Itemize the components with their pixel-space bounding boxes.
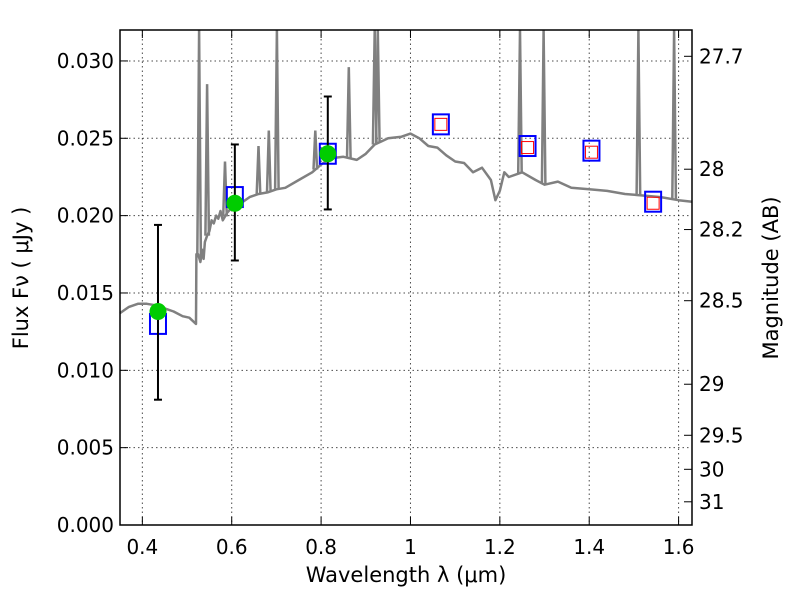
mag-tick-label: 29.5: [699, 423, 744, 447]
emission-line: [204, 84, 211, 236]
y-axis-label: Flux Fν ( μJy ): [9, 207, 33, 350]
emission-line: [265, 130, 272, 193]
y-tick-label: 0.010: [57, 358, 114, 382]
emission-line: [345, 67, 352, 159]
mag-tick-label: 30: [699, 457, 724, 481]
x-tick-label: 1.2: [484, 535, 516, 559]
mag-tick-label: 28.2: [699, 218, 744, 242]
mag-tick-label: 28.5: [699, 289, 744, 313]
predicted-flux-square: [434, 117, 448, 131]
x-tick-label: 1.6: [663, 535, 695, 559]
y-tick-label: 0.000: [57, 513, 114, 537]
emission-line: [635, 29, 642, 196]
y-tick-label: 0.020: [57, 204, 114, 228]
mag-tick-label: 28: [699, 157, 724, 181]
x-tick-label: 0.8: [305, 535, 337, 559]
predicted-flux-square: [584, 145, 598, 159]
plot-frame: [119, 29, 693, 526]
x-tick-label: 0.4: [126, 535, 158, 559]
y2-axis-label: Magnitude (AB): [759, 196, 783, 359]
emission-line: [540, 29, 547, 185]
x-axis-label: Wavelength λ (μm): [306, 563, 507, 587]
x-tick-label: 0.6: [216, 535, 248, 559]
model-band-square: [518, 135, 537, 158]
x-tick-label: 1: [404, 535, 417, 559]
emission-line: [255, 145, 262, 195]
emission-line: [671, 29, 678, 200]
mag-tick-label: 31: [699, 490, 724, 514]
y-tick-label: 0.025: [57, 126, 114, 150]
photometry-point: [319, 145, 337, 163]
x-tick-label: 1.4: [573, 535, 605, 559]
predicted-flux-square: [646, 196, 660, 210]
y-tick-label: 0.015: [57, 281, 114, 305]
photometry-point: [226, 194, 244, 212]
model-band-square: [431, 113, 450, 136]
model-band-square: [644, 190, 663, 213]
emission-line: [374, 29, 381, 144]
mag-tick-label: 27.7: [699, 44, 744, 68]
emission-line: [312, 130, 319, 170]
mag-tick-label: 29: [699, 372, 724, 396]
y-tick-label: 0.030: [57, 49, 114, 73]
y-tick-label: 0.005: [57, 436, 114, 460]
predicted-flux-square: [521, 141, 535, 155]
emission-line: [196, 29, 203, 258]
emission-line: [273, 29, 280, 190]
photometry-point: [149, 303, 167, 321]
model-band-square: [582, 139, 601, 162]
